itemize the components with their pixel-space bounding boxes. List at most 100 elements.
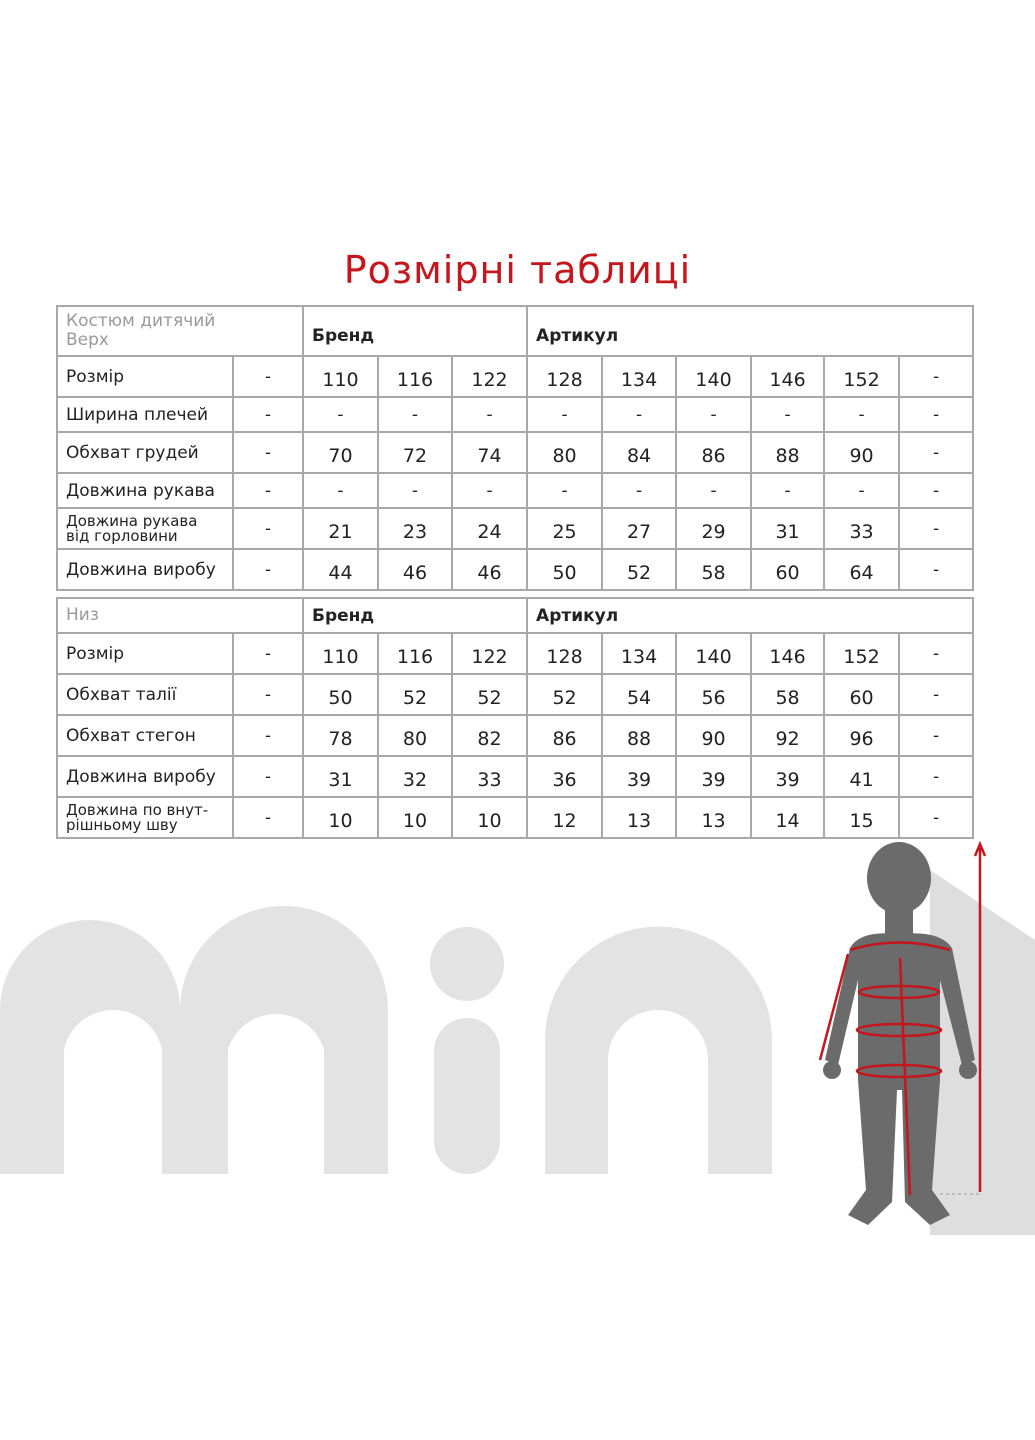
row-label-line: Довжина рукава <box>66 511 198 530</box>
value-cell: 116 <box>377 355 453 398</box>
measurement-lines <box>818 840 987 1196</box>
value-cell: - <box>526 396 604 433</box>
value-cell: - <box>526 472 604 509</box>
brand-label: Бренд <box>301 597 529 634</box>
value-cell: 140 <box>675 355 753 398</box>
value-cell: 72 <box>377 431 453 474</box>
value-cell: - <box>377 472 453 509</box>
value-cell: - <box>898 548 975 591</box>
value-cell: 33 <box>823 507 901 550</box>
value-cell: 86 <box>526 714 604 757</box>
value-cell: - <box>898 796 975 839</box>
value-cell: 54 <box>601 673 678 716</box>
row-label: Довжина рукава <box>56 472 234 509</box>
table-row: Обхват грудей -70 72 74 80 84 86 88 90- <box>56 431 975 474</box>
table-row: Довжина рукава від горловини -21 23 24 25 27 29… <box>56 507 975 550</box>
value-cell: - <box>898 472 975 509</box>
value-cell: - <box>898 714 975 757</box>
value-cell: 56 <box>675 673 753 716</box>
value-cell: 39 <box>675 755 753 798</box>
value-cell: - <box>232 355 304 398</box>
value-cell: 70 <box>302 431 379 474</box>
value-cell: 90 <box>675 714 753 757</box>
value-cell: - <box>601 472 678 509</box>
value-cell: 110 <box>302 632 379 675</box>
value-cell: 31 <box>302 755 379 798</box>
table-row: Довжина рукава - - - - - - - - - - <box>56 472 975 509</box>
table-row: Розмір -110 116 122 128 134 140 146 152- <box>56 632 975 675</box>
value-cell: 46 <box>450 548 529 591</box>
value-cell: - <box>898 396 975 433</box>
article-label: Артикул <box>526 305 975 357</box>
table-row: Довжина по внут-рішньому шву -10 10 10 12 13 1… <box>56 796 975 839</box>
value-cell: 21 <box>302 507 379 550</box>
value-cell: 122 <box>450 632 529 675</box>
value-cell: 78 <box>302 714 379 757</box>
value-cell: 25 <box>526 507 604 550</box>
value-cell: - <box>302 396 379 433</box>
value-cell: 15 <box>823 796 901 839</box>
value-cell: - <box>232 472 304 509</box>
page-title: Розмірні таблиці <box>343 248 692 292</box>
row-label: Довжина виробу <box>56 755 234 798</box>
row-label: Довжина виробу <box>56 548 234 591</box>
value-cell: - <box>377 396 453 433</box>
row-label: Обхват стегон <box>56 714 234 757</box>
value-cell: 39 <box>750 755 826 798</box>
value-cell: 52 <box>526 673 604 716</box>
value-cell: 52 <box>377 673 453 716</box>
value-cell: 88 <box>750 431 826 474</box>
value-cell: 13 <box>675 796 753 839</box>
value-cell: 140 <box>675 632 753 675</box>
row-label-line: Довжина по внут- <box>66 800 209 819</box>
value-cell: 146 <box>750 632 826 675</box>
value-cell: - <box>898 355 975 398</box>
value-cell: 74 <box>450 431 529 474</box>
value-cell: 33 <box>450 755 529 798</box>
row-label: Ширина плечей <box>56 396 234 433</box>
value-cell: 64 <box>823 548 901 591</box>
value-cell: 39 <box>601 755 678 798</box>
value-cell: 152 <box>823 355 901 398</box>
value-cell: 13 <box>601 796 678 839</box>
value-cell: 80 <box>526 431 604 474</box>
table-name: Низ <box>56 597 304 634</box>
value-cell: - <box>450 472 529 509</box>
table-header-row: Костюм дитячий Верх Бренд Артикул <box>56 305 975 357</box>
value-cell: - <box>232 431 304 474</box>
value-cell: 82 <box>450 714 529 757</box>
value-cell: 84 <box>601 431 678 474</box>
top-size-table: Костюм дитячий Верх Бренд Артикул Розмір -110… <box>56 305 975 591</box>
value-cell: - <box>232 714 304 757</box>
value-cell: 41 <box>823 755 901 798</box>
value-cell: 96 <box>823 714 901 757</box>
value-cell: 29 <box>675 507 753 550</box>
value-cell: 80 <box>377 714 453 757</box>
value-cell: 60 <box>750 548 826 591</box>
row-label: Розмір <box>56 632 234 675</box>
value-cell: - <box>750 472 826 509</box>
row-label: Обхват талії <box>56 673 234 716</box>
value-cell: - <box>232 396 304 433</box>
value-cell: 58 <box>675 548 753 591</box>
value-cell: 50 <box>302 673 379 716</box>
value-cell: - <box>232 548 304 591</box>
value-cell: 10 <box>450 796 529 839</box>
value-cell: 58 <box>750 673 826 716</box>
value-cell: - <box>232 673 304 716</box>
value-cell: 10 <box>302 796 379 839</box>
value-cell: 152 <box>823 632 901 675</box>
value-cell: 92 <box>750 714 826 757</box>
value-cell: - <box>675 472 753 509</box>
value-cell: 12 <box>526 796 604 839</box>
value-cell: 88 <box>601 714 678 757</box>
row-label-line: від горловини <box>66 526 178 545</box>
value-cell: 134 <box>601 355 678 398</box>
table-name-line: Костюм дитячий <box>66 311 216 331</box>
brand-illustration <box>0 840 1035 1235</box>
row-label: Розмір <box>56 355 234 398</box>
value-cell: - <box>823 396 901 433</box>
value-cell: 134 <box>601 632 678 675</box>
value-cell: - <box>302 472 379 509</box>
